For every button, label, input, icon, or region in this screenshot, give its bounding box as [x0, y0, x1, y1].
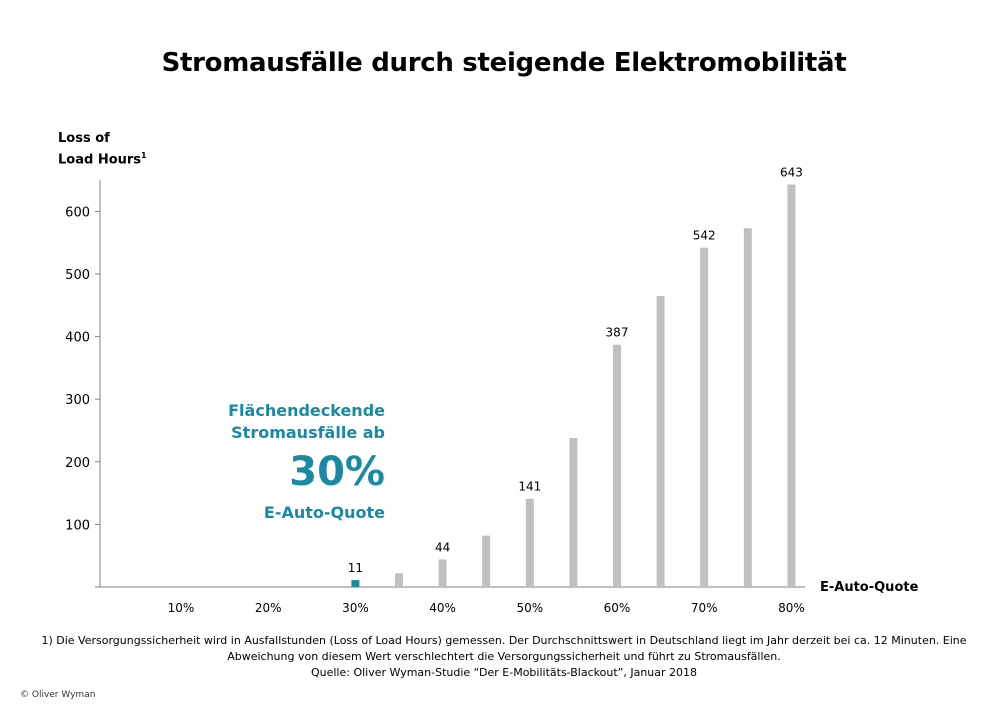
y-axis-label-line-1: Loss of — [58, 131, 110, 146]
copyright-notice: © Oliver Wyman — [20, 690, 96, 700]
bar — [656, 295, 665, 587]
bar — [613, 344, 621, 587]
y-tick-label: 100 — [65, 518, 90, 533]
bar — [700, 247, 709, 587]
y-axis-label-superscript: 1 — [141, 151, 147, 160]
x-tick-label: 30% — [342, 601, 369, 615]
x-tick-label: 20% — [255, 601, 282, 615]
x-tick-label: 10% — [168, 601, 195, 615]
x-tick-label: 40% — [429, 601, 456, 615]
x-tick-label: 50% — [516, 601, 543, 615]
bar — [438, 559, 447, 587]
data-label: 387 — [606, 326, 629, 340]
footnote-source: Quelle: Oliver Wyman-Studie “Der E-Mobil… — [310, 666, 698, 679]
bar — [482, 535, 491, 587]
y-tick-label: 300 — [65, 393, 90, 408]
bar — [787, 184, 796, 587]
annotation-callout: Flächendeckende Stromausfälle ab 30% E-A… — [180, 400, 385, 524]
chart-title: Stromausfälle durch steigende Elektromob… — [161, 48, 847, 78]
x-tick-label: 60% — [604, 601, 631, 615]
data-label: 44 — [435, 540, 450, 554]
footnote-line-1: 1) Die Versorgungssicherheit wird in Aus… — [41, 634, 967, 647]
x-axis-label: E-Auto-Quote — [820, 580, 919, 595]
footnote: 1) Die Versorgungssicherheit wird in Aus… — [30, 633, 978, 681]
bar — [351, 580, 360, 587]
footnote-line-2: Abweichung von diesem Wert verschlechter… — [227, 650, 781, 663]
bar — [395, 573, 403, 587]
y-tick-label: 500 — [65, 268, 90, 283]
y-tick-label: 600 — [65, 205, 90, 220]
y-tick-label: 400 — [65, 331, 90, 346]
data-label: 11 — [348, 561, 363, 575]
x-tick-label: 70% — [691, 601, 718, 615]
y-axis-label-text: Load Hours — [58, 152, 142, 168]
data-label: 643 — [780, 165, 803, 179]
annotation-line-3: E-Auto-Quote — [263, 503, 385, 522]
bar — [569, 438, 578, 587]
data-label: 542 — [693, 229, 716, 243]
y-tick-label: 200 — [65, 456, 90, 471]
bar — [743, 228, 752, 587]
bar — [525, 498, 534, 587]
x-tick-label: 80% — [778, 601, 805, 615]
annotation-line-1: Flächendeckende — [228, 401, 385, 420]
data-label: 141 — [518, 480, 541, 494]
annotation-percent: 30% — [289, 449, 385, 495]
y-axis-label-line-2: Load Hours1 — [58, 151, 148, 167]
annotation-line-2: Stromausfälle ab — [231, 423, 385, 442]
